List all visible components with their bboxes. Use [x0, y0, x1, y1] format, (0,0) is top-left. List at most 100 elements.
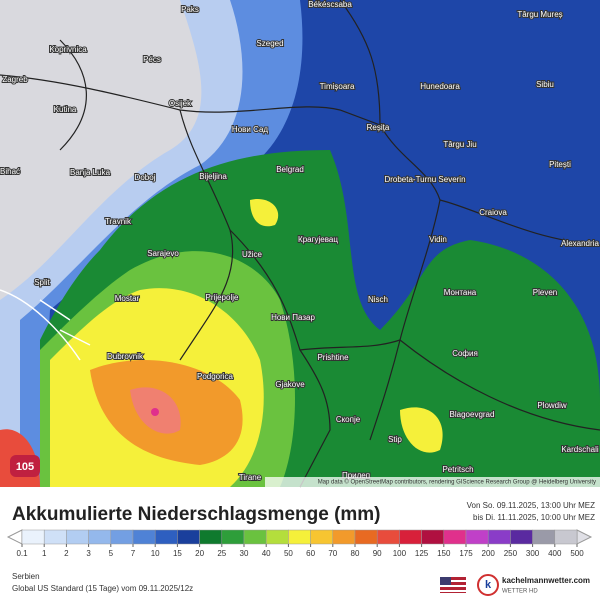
map-credit: Map data © OpenStreetMap contributors, r… — [318, 479, 596, 486]
city-label: Paks — [181, 5, 199, 14]
city-label: Gjakove — [275, 380, 305, 389]
legend-label: 7 — [131, 549, 136, 558]
legend-swatch — [465, 529, 489, 545]
legend-label: 200 — [482, 549, 496, 558]
legend-label: 60 — [306, 549, 315, 558]
city-label: Plowdiw — [537, 401, 567, 410]
legend-label: 1 — [42, 549, 47, 558]
model-run: Global US Standard (15 Tage) vom 09.11.2… — [12, 584, 193, 593]
city-label: Timișoara — [320, 82, 355, 91]
city-label: Zagreb — [2, 75, 28, 84]
city-label: Pitești — [549, 160, 571, 169]
city-label: Békéscsaba — [308, 0, 352, 9]
legend-label: 150 — [437, 549, 451, 558]
legend-label: 70 — [328, 549, 337, 558]
legend-label: 0.1 — [16, 549, 28, 558]
city-label: Prishtine — [317, 353, 349, 362]
legend-label: 250 — [504, 549, 518, 558]
city-label: Bijeljina — [199, 172, 227, 181]
period-to: bis Di. 11.11.2025, 10:00 Uhr MEZ — [473, 513, 595, 522]
legend-arrow-right — [576, 529, 593, 545]
city-label: Нови Пазар — [271, 313, 315, 322]
legend-arrow-left — [6, 529, 23, 545]
legend-swatch — [21, 529, 45, 545]
legend-label: 90 — [373, 549, 382, 558]
svg-text:k: k — [485, 579, 492, 591]
legend-label: 50 — [284, 549, 293, 558]
color-legend: 0.1 1 2 3 5 7 10 15 20 25 30 40 50 60 70 80 90 100 125 150 1… — [6, 529, 593, 558]
city-label: Alexandria — [561, 239, 599, 248]
city-label: Vidin — [429, 235, 447, 244]
site-tagline: WETTER HD — [502, 589, 538, 595]
city-label: Hunedoara — [420, 82, 460, 91]
map — [0, 0, 600, 488]
legend-swatch — [88, 529, 112, 545]
legend-label: 2 — [64, 549, 69, 558]
legend-swatch — [132, 529, 156, 545]
city-label: Prijepolje — [206, 293, 239, 302]
city-label: Монтана — [444, 288, 477, 297]
city-label: Крагујевац — [298, 235, 338, 244]
city-label: Pécs — [143, 55, 161, 64]
city-label: Osijek — [169, 99, 192, 108]
city-label: Прилеп — [342, 471, 370, 480]
max-label: 105 — [16, 461, 34, 473]
city-label: Târgu Mureș — [517, 10, 562, 19]
legend-label: 25 — [217, 549, 226, 558]
city-label: Скопје — [336, 415, 361, 424]
region: Serbien — [12, 572, 40, 581]
legend-swatch — [399, 529, 422, 545]
city-label: Banja Luka — [70, 168, 111, 177]
city-label: Sibiu — [536, 80, 554, 89]
title: Akkumulierte Niederschlagsmenge (mm) — [12, 504, 381, 525]
city-label: Nisch — [368, 295, 388, 304]
legend-swatch — [265, 529, 289, 545]
city-label: Craiova — [479, 208, 507, 217]
city-label: Koprivnica — [49, 45, 87, 54]
legend-swatch — [154, 529, 178, 545]
legend-swatch — [66, 529, 89, 545]
legend-swatch — [354, 529, 378, 545]
legend-label: 125 — [415, 549, 429, 558]
legend-swatch — [332, 529, 356, 545]
logo — [477, 574, 499, 596]
legend-label: 3 — [86, 549, 91, 558]
city-label: Reșița — [367, 123, 390, 132]
legend-swatch — [510, 529, 533, 545]
city-label: Drobeta-Turnu Severin — [384, 175, 465, 184]
legend-label: 400 — [548, 549, 562, 558]
legend-swatch — [177, 529, 200, 545]
city-label: Mostar — [115, 294, 140, 303]
legend-label: 10 — [151, 549, 160, 558]
legend-label: 300 — [526, 549, 540, 558]
legend-label: 40 — [262, 549, 271, 558]
legend-label: 30 — [240, 549, 249, 558]
city-label: Bihać — [0, 167, 20, 176]
legend-label: 5 — [109, 549, 114, 558]
legend-swatch — [487, 529, 511, 545]
city-label: Stip — [388, 435, 402, 444]
legend-swatch — [376, 529, 400, 545]
city-label: Sarajevo — [147, 249, 179, 258]
site-name[interactable]: kachelmannwetter.com — [502, 576, 590, 585]
city-label: Blagoevgrad — [450, 410, 495, 419]
city-label: Travnik — [105, 217, 132, 226]
city-label: Tirane — [239, 473, 262, 482]
city-label: Szeged — [256, 39, 283, 48]
period-from: Von So. 09.11.2025, 13:00 Uhr MEZ — [467, 501, 595, 510]
city-label: Užice — [242, 250, 263, 259]
legend-label: 500 — [570, 549, 584, 558]
city-label: Kardschali — [561, 445, 599, 454]
city-label: Petritsch — [442, 465, 473, 474]
legend-swatch — [554, 529, 578, 545]
legend-swatch — [243, 529, 267, 545]
city-label: Doboj — [135, 173, 156, 182]
legend-swatch — [199, 529, 223, 545]
legend-label: 20 — [195, 549, 204, 558]
legend-label: 80 — [351, 549, 360, 558]
city-label: Dubrovnik — [107, 352, 144, 361]
legend-label: 15 — [173, 549, 182, 558]
city-label: Podgorica — [197, 372, 234, 381]
city-label: Pleven — [533, 288, 557, 297]
